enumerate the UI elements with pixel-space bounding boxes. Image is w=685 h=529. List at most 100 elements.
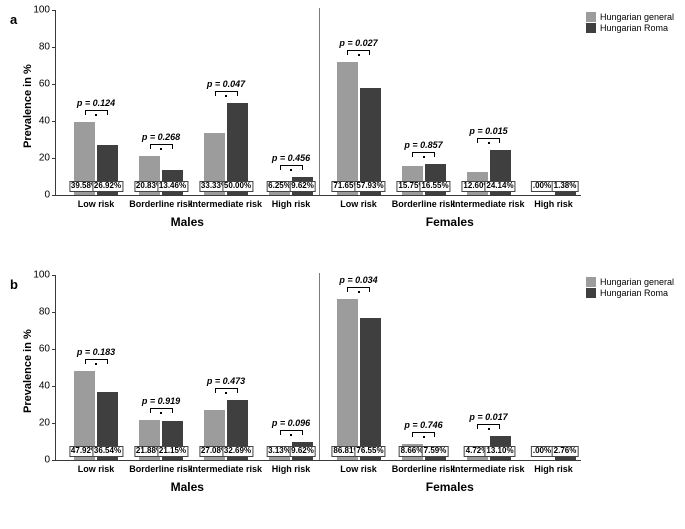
sig-bracket — [150, 144, 173, 145]
sig-bracket — [347, 287, 370, 288]
ytick-label: 60 — [39, 79, 50, 90]
p-value: p = 0.017 — [469, 412, 507, 422]
bar-value-roma: 50.00% — [222, 181, 253, 192]
sig-bracket — [215, 91, 238, 92]
panel-label-a: a — [10, 12, 17, 27]
legend-item: Hungarian Roma — [586, 23, 674, 33]
bar-general — [337, 62, 358, 195]
ytick-label: 0 — [44, 455, 50, 466]
bar-value-roma: 13.10% — [484, 446, 515, 457]
ytick-label: 80 — [39, 42, 50, 53]
bar-value-roma: 36.54% — [92, 446, 123, 457]
ytick-line — [52, 121, 56, 122]
x-category-label: Borderline risk — [392, 464, 456, 474]
bar-general — [337, 299, 358, 460]
bracket-dot — [358, 54, 360, 56]
bracket-dot — [160, 412, 162, 414]
sig-bracket — [150, 408, 173, 409]
bar-value-general: .00% — [531, 446, 553, 457]
ytick-label: 80 — [39, 307, 50, 318]
legend-label: Hungarian general — [600, 277, 674, 287]
x-category-label: Intermediate risk — [452, 199, 524, 209]
legend-swatch — [586, 288, 596, 298]
bracket-dot — [488, 428, 490, 430]
bar-value-roma: 24.14% — [484, 181, 515, 192]
legend-label: Hungarian general — [600, 12, 674, 22]
y-axis-label: Prevalence in % — [22, 64, 34, 148]
bracket-dot — [290, 169, 292, 171]
sig-bracket — [477, 424, 500, 425]
ytick-line — [52, 275, 56, 276]
ytick-line — [52, 423, 56, 424]
p-value: p = 0.034 — [339, 275, 377, 285]
x-category-label: Intermediate risk — [190, 199, 262, 209]
section-divider — [319, 8, 320, 195]
bracket-dot — [95, 114, 97, 116]
bar-value-roma: 13.46% — [157, 181, 188, 192]
bracket-dot — [358, 291, 360, 293]
x-category-label: Low risk — [340, 199, 377, 209]
x-category-label: Low risk — [78, 199, 115, 209]
ytick-line — [52, 349, 56, 350]
x-category-label: Low risk — [78, 464, 115, 474]
p-value: p = 0.096 — [272, 418, 310, 428]
sig-bracket — [85, 110, 108, 111]
ytick-label: 100 — [33, 270, 50, 281]
legend-item: Hungarian general — [586, 277, 674, 287]
p-value: p = 0.268 — [142, 132, 180, 142]
bar-value-roma: 9.62% — [289, 181, 316, 192]
legend-swatch — [586, 277, 596, 287]
legend-label: Hungarian Roma — [600, 23, 668, 33]
sig-bracket — [280, 165, 303, 166]
legend-item: Hungarian general — [586, 12, 674, 22]
bracket-dot — [488, 142, 490, 144]
ytick-line — [52, 195, 56, 196]
ytick-label: 20 — [39, 418, 50, 429]
ytick-label: 60 — [39, 344, 50, 355]
bar-value-roma: 2.76% — [552, 446, 579, 457]
sig-bracket — [280, 430, 303, 431]
x-category-label: Low risk — [340, 464, 377, 474]
sig-bracket — [347, 50, 370, 51]
sig-bracket — [215, 388, 238, 389]
ytick-label: 40 — [39, 381, 50, 392]
ytick-label: 40 — [39, 116, 50, 127]
x-category-label: High risk — [272, 464, 311, 474]
plot-area-a: 02040608010039.58%26.92%p = 0.124Low ris… — [55, 10, 581, 196]
bar-value-roma: 16.55% — [419, 181, 450, 192]
bar-value-roma: 7.59% — [422, 446, 449, 457]
bracket-dot — [290, 434, 292, 436]
legend-label: Hungarian Roma — [600, 288, 668, 298]
section-label-females: Females — [426, 480, 474, 494]
ytick-label: 20 — [39, 153, 50, 164]
bar-value-roma: 21.15% — [157, 446, 188, 457]
p-value: p = 0.919 — [142, 396, 180, 406]
sig-bracket — [412, 152, 435, 153]
bar-value-roma: 1.38% — [552, 181, 579, 192]
bar-value-roma: 57.93% — [354, 181, 385, 192]
bar-roma — [555, 192, 576, 195]
ytick-line — [52, 386, 56, 387]
p-value: p = 0.047 — [207, 79, 245, 89]
section-label-males: Males — [171, 480, 204, 494]
ytick-line — [52, 47, 56, 48]
p-value: p = 0.015 — [469, 126, 507, 136]
x-category-label: High risk — [534, 199, 573, 209]
sig-bracket — [85, 359, 108, 360]
bar-value-roma: 26.92% — [92, 181, 123, 192]
ytick-line — [52, 312, 56, 313]
legend: Hungarian generalHungarian Roma — [586, 277, 674, 299]
sig-bracket — [412, 432, 435, 433]
bracket-dot — [225, 95, 227, 97]
x-category-label: Borderline risk — [392, 199, 456, 209]
p-value: p = 0.124 — [77, 98, 115, 108]
bar-value-roma: 9.62% — [289, 446, 316, 457]
ytick-line — [52, 460, 56, 461]
plot-area-b: 02040608010047.92%36.54%p = 0.183Low ris… — [55, 275, 581, 461]
panel-label-b: b — [10, 277, 18, 292]
section-divider — [319, 273, 320, 460]
ytick-label: 100 — [33, 5, 50, 16]
legend: Hungarian generalHungarian Roma — [586, 12, 674, 34]
x-category-label: High risk — [272, 199, 311, 209]
bar-roma — [360, 318, 381, 460]
